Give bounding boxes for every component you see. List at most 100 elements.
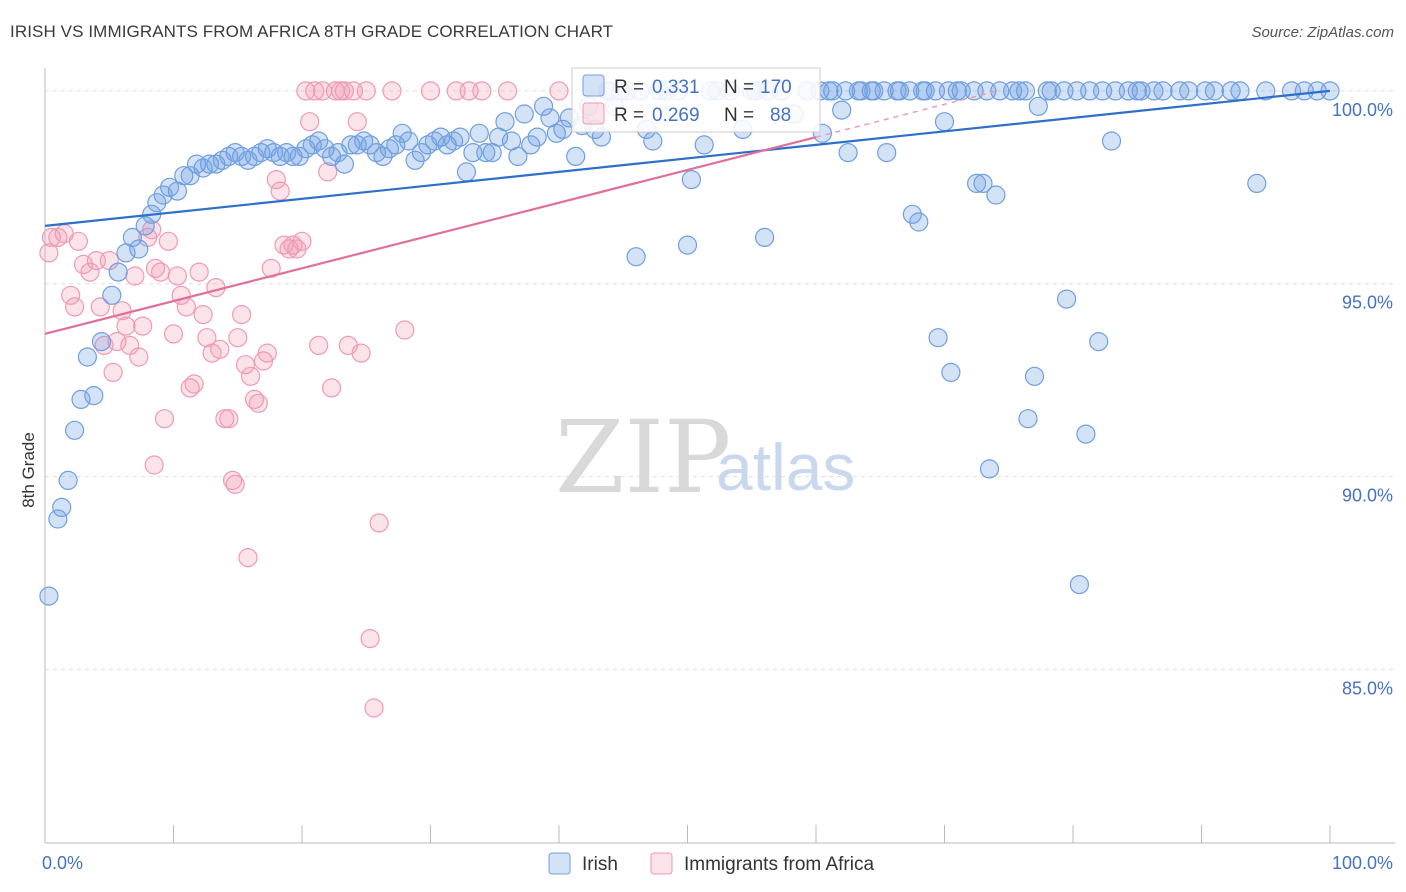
irish-point-165 — [1089, 332, 1109, 352]
irish-point-176 — [626, 247, 646, 267]
y-tick-label-2: 90.0% — [1342, 486, 1393, 506]
x-tick-label-min: 0.0% — [42, 853, 83, 873]
irish-point-161 — [1037, 81, 1057, 101]
africa-point-0 — [39, 243, 59, 263]
trend-line-irish — [44, 89, 1331, 227]
irish-point-5 — [71, 389, 91, 409]
africa-point-6 — [68, 231, 89, 251]
irish-point-138 — [1247, 173, 1267, 193]
irish-point-166 — [1101, 131, 1122, 151]
africa-point-30 — [176, 297, 196, 317]
africa-point-38 — [210, 339, 230, 359]
irish-n-label: N = — [724, 77, 754, 98]
africa-r-value: 0.269 — [652, 105, 700, 126]
africa-point-64 — [322, 378, 342, 398]
irish-r-value: 0.331 — [652, 77, 700, 98]
irish-point-81 — [566, 146, 586, 166]
irish-point-160 — [1024, 366, 1045, 386]
africa-point-50 — [261, 258, 281, 278]
africa-point-81 — [472, 81, 492, 101]
bottom-legend-swatch-africa — [650, 852, 673, 875]
irish-n-value: 170 — [760, 77, 792, 98]
irish-point-142 — [832, 100, 852, 120]
irish-point-150 — [915, 81, 935, 101]
bottom-legend-swatch-irish — [548, 852, 571, 875]
irish-point-73 — [514, 104, 534, 124]
irish-point-172 — [1256, 81, 1276, 101]
africa-r-label: R = — [614, 105, 644, 126]
bottom-legend: Irish Immigrants from Africa — [548, 852, 874, 875]
africa-point-20 — [133, 316, 153, 336]
irish-point-8 — [91, 332, 112, 352]
africa-point-51 — [266, 170, 286, 190]
irish-point-167 — [1127, 81, 1147, 101]
africa-point-86 — [549, 81, 569, 101]
legend-swatch-africa — [582, 102, 605, 125]
irish-point-17 — [153, 185, 173, 205]
irish-point-9 — [102, 285, 122, 305]
africa-point-61 — [309, 335, 329, 355]
africa-point-44 — [235, 355, 256, 375]
irish-point-76 — [533, 96, 554, 116]
africa-point-13 — [103, 362, 123, 382]
africa-point-32 — [184, 374, 204, 394]
africa-point-75 — [369, 513, 389, 533]
africa-point-49 — [257, 343, 277, 363]
irish-point-178 — [754, 227, 775, 247]
africa-point-76 — [382, 81, 402, 101]
irish-point-70 — [495, 112, 515, 132]
irish-point-163 — [1069, 574, 1090, 595]
irish-point-152 — [934, 112, 955, 132]
irish-point-67 — [476, 143, 496, 163]
y-axis-label: 8th Grade — [19, 432, 38, 508]
irish-point-75 — [527, 127, 547, 147]
trend-line-africa — [44, 136, 817, 335]
irish-point-170 — [1204, 81, 1225, 101]
irish-point-51 — [373, 146, 393, 166]
irish-point-125 — [1028, 96, 1048, 116]
irish-point-154 — [947, 81, 967, 101]
irish-point-164 — [1076, 424, 1096, 444]
y-tick-label-1: 95.0% — [1342, 293, 1393, 313]
irish-point-141 — [819, 81, 839, 101]
irish-point-4 — [64, 420, 85, 440]
irish-point-20 — [174, 166, 194, 186]
africa-point-57 — [292, 231, 312, 251]
africa-point-52 — [270, 181, 290, 201]
irish-point-169 — [1179, 81, 1199, 101]
irish-point-148 — [902, 204, 923, 224]
africa-point-28 — [167, 266, 187, 286]
irish-point-155 — [966, 173, 987, 193]
africa-n-label: N = — [724, 105, 754, 126]
series-africa-points — [39, 81, 621, 718]
irish-point-56 — [405, 150, 425, 170]
africa-point-63 — [318, 162, 338, 182]
africa-point-85 — [144, 455, 164, 475]
y-tick-label-3: 85.0% — [1342, 678, 1393, 698]
africa-point-71 — [351, 343, 371, 363]
africa-point-47 — [248, 393, 268, 413]
irish-point-168 — [1153, 81, 1173, 101]
africa-point-23 — [145, 258, 166, 278]
irish-point-162 — [1056, 289, 1077, 309]
africa-n-value: 88 — [770, 105, 791, 126]
africa-point-77 — [395, 320, 415, 340]
irish-point-171 — [1230, 81, 1250, 101]
irish-point-13 — [129, 239, 149, 259]
africa-point-43 — [232, 305, 252, 325]
chart-title: IRISH VS IMMIGRANTS FROM AFRICA 8TH GRAD… — [10, 22, 614, 41]
irish-point-158 — [986, 185, 1006, 205]
irish-point-74 — [521, 135, 541, 155]
africa-point-26 — [158, 231, 178, 251]
legend-swatch-irish — [582, 74, 605, 97]
irish-point-0 — [39, 586, 59, 606]
irish-point-63 — [450, 127, 470, 147]
x-tick-label-max: 100.0% — [1332, 853, 1393, 873]
irish-point-10 — [108, 262, 128, 282]
bottom-legend-africa: Immigrants from Africa — [684, 854, 874, 875]
irish-point-45 — [334, 154, 354, 174]
africa-point-84 — [238, 547, 258, 568]
irish-point-156 — [973, 173, 993, 193]
irish-point-146 — [877, 143, 897, 163]
irish-point-49 — [360, 135, 380, 155]
